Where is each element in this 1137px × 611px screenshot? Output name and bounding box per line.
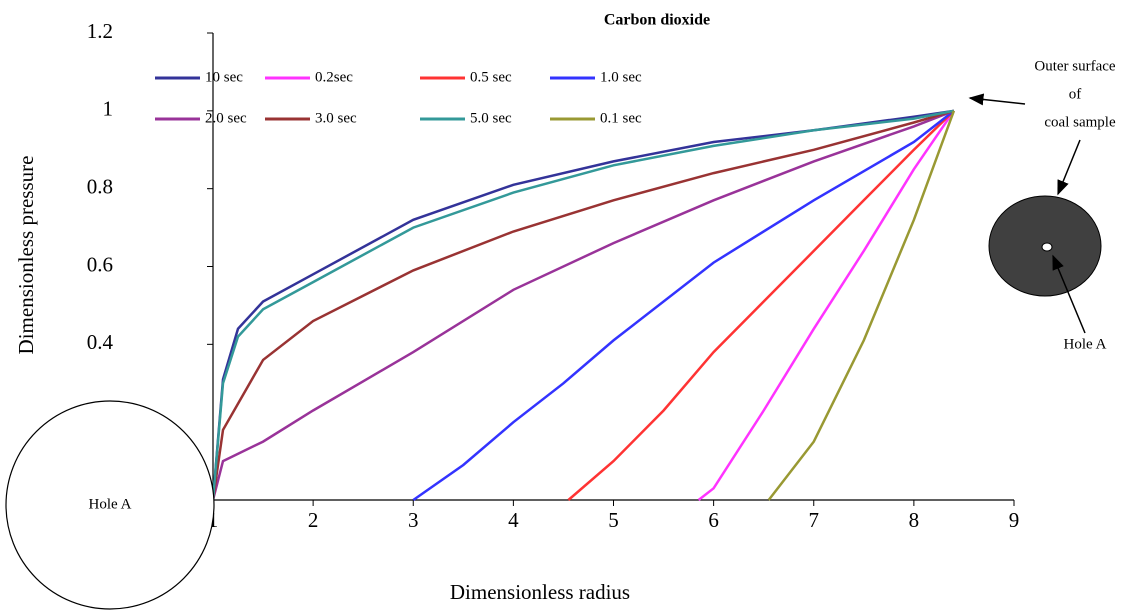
x-tick-label: 6 [708,508,719,532]
annotation: Hole A [1064,336,1107,352]
arrow [1052,254,1086,334]
series-line [697,110,955,501]
y-tick-label: 0.8 [87,174,113,198]
legend-label: 3.0 sec [315,110,357,126]
arrow [968,93,1026,106]
series-line [211,109,955,501]
series-line [567,109,955,501]
legend-label: 1.0 sec [600,69,642,85]
y-axis-label: Dimensionless pressure [14,156,38,355]
x-tick-label: 4 [508,508,519,532]
x-tick-label: 7 [809,508,820,532]
y-tick-label: 1 [103,97,114,121]
y-tick-label: 1.2 [87,19,113,43]
annotation: of [1069,86,1082,102]
x-tick-label: 2 [308,508,319,532]
legend: 10 sec 0.2sec 0.5 sec 1.0 sec 2.0 sec 3.0 sec… [155,69,642,126]
legend-label: 5.0 sec [470,110,512,126]
annotation: Outer surface [1034,58,1116,74]
x-tick-label: 5 [608,508,619,532]
coal-hole [1041,242,1053,252]
series-line [211,109,955,501]
y-tick-label: 0.6 [87,252,113,276]
chart-title: Carbon dioxide [604,12,710,29]
x-tick-label: 3 [408,508,419,532]
series-line [412,109,955,502]
legend-label: 2.0 sec [205,110,247,126]
legend-label: 0.1 sec [600,110,642,126]
series-line [211,109,955,501]
x-axis-label: Dimensionless radius [450,580,630,604]
plot-area: 0.40.60.811.2123456789 [87,19,1020,532]
series-line [211,109,955,501]
arrow [1057,139,1081,196]
legend-label: 0.5 sec [470,69,512,85]
series-line [767,110,956,501]
x-tick-label: 9 [1009,508,1020,532]
legend-label: 0.2sec [315,69,353,85]
hole-label: Hole A [89,496,132,512]
hole-circle [5,400,215,610]
legend-label: 10 sec [205,69,243,85]
x-tick-label: 8 [909,508,920,532]
y-tick-label: 0.4 [87,330,114,354]
annotation: coal sample [1044,114,1116,130]
